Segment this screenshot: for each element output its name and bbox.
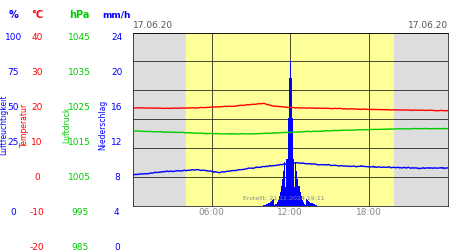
Bar [314,204,315,206]
Text: Niederschlag: Niederschlag [99,100,108,150]
Bar [288,78,290,206]
Bar [281,186,282,206]
Text: 4: 4 [114,208,120,217]
Bar [269,203,270,206]
Bar [297,179,298,206]
Bar [296,171,297,206]
Text: 30: 30 [32,68,43,77]
Bar [275,204,277,206]
Bar [298,186,300,206]
Text: Erstellt: 21.12.2024 19:11: Erstellt: 21.12.2024 19:11 [243,196,325,201]
Bar [301,196,302,206]
Text: 50: 50 [8,103,19,112]
Bar [272,200,273,206]
Bar [300,192,301,206]
Bar [303,202,304,206]
Bar [311,203,313,206]
Text: 75: 75 [8,68,19,77]
Bar [313,204,314,206]
Bar [279,196,280,206]
Text: 20: 20 [32,103,43,112]
Bar [293,159,294,206]
Bar [270,202,271,206]
Text: 1035: 1035 [68,68,91,77]
Text: 0: 0 [34,173,40,182]
Bar [133,32,186,206]
Bar [283,171,284,206]
Text: Luftdruck: Luftdruck [62,107,71,143]
Bar [294,187,295,206]
Bar [267,204,268,206]
Bar [271,201,272,206]
Bar [280,192,281,206]
Text: -20: -20 [30,243,45,250]
Bar [308,201,310,206]
Text: 25: 25 [8,138,19,147]
Text: 8: 8 [114,173,120,182]
Bar [304,204,305,206]
Text: Temperatur: Temperatur [20,103,29,147]
Text: mm/h: mm/h [103,10,131,20]
Text: 1005: 1005 [68,173,91,182]
Text: 20: 20 [111,68,122,77]
Bar [310,203,311,206]
Bar [285,187,286,206]
Bar [268,203,269,206]
Text: 0: 0 [10,208,16,217]
Text: 12: 12 [111,138,122,147]
Bar [273,199,274,206]
Text: -10: -10 [30,208,45,217]
Bar [266,204,267,206]
Bar [284,162,285,206]
Bar [292,118,293,206]
Text: 0: 0 [114,243,120,250]
Text: 24: 24 [111,33,122,42]
Text: 10: 10 [32,138,43,147]
Bar [315,205,316,206]
Text: 17.06.20: 17.06.20 [408,21,448,30]
Text: 985: 985 [71,243,88,250]
Text: 1045: 1045 [68,33,91,42]
Text: °C: °C [31,10,43,20]
Bar [291,78,292,206]
Bar [306,199,307,206]
Text: 17.06.20: 17.06.20 [133,21,173,30]
Text: 100: 100 [4,33,22,42]
Bar [277,202,278,206]
Bar [295,162,296,206]
Text: 1015: 1015 [68,138,91,147]
Bar [186,32,394,206]
Text: 16: 16 [111,103,122,112]
Bar [307,200,308,206]
Text: hPa: hPa [69,10,90,20]
Text: Luftfeuchtigkeit: Luftfeuchtigkeit [0,95,8,155]
Bar [305,205,306,206]
Bar [316,205,317,206]
Bar [394,32,448,206]
Bar [290,62,291,206]
Bar [286,159,288,206]
Bar [274,205,275,206]
Text: 40: 40 [32,33,43,42]
Bar [263,205,265,206]
Bar [302,200,303,206]
Text: 995: 995 [71,208,88,217]
Bar [278,200,279,206]
Text: 1025: 1025 [68,103,91,112]
Bar [282,179,283,206]
Text: %: % [9,10,18,20]
